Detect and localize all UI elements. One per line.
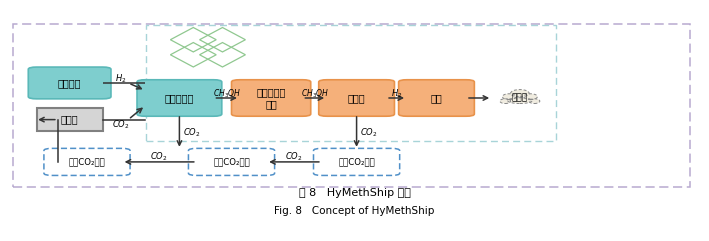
Text: 电甲醇生产: 电甲醇生产	[164, 93, 194, 103]
Ellipse shape	[510, 90, 529, 97]
Ellipse shape	[503, 94, 516, 100]
Text: 碳捕集: 碳捕集	[61, 115, 79, 125]
Ellipse shape	[500, 99, 510, 104]
Ellipse shape	[529, 99, 540, 104]
Ellipse shape	[508, 98, 532, 104]
Text: 图 8   HyMethShip 概念: 图 8 HyMethShip 概念	[298, 188, 411, 198]
Text: $H_2$: $H_2$	[115, 72, 126, 85]
FancyBboxPatch shape	[44, 148, 130, 175]
Text: $CO_2$: $CO_2$	[285, 151, 303, 163]
Text: $CO_2$: $CO_2$	[183, 126, 201, 139]
Text: 重整器: 重整器	[348, 93, 365, 103]
Text: 推进力: 推进力	[512, 94, 528, 102]
Text: $CO_2$: $CO_2$	[112, 118, 129, 131]
FancyBboxPatch shape	[232, 80, 311, 116]
Text: 港口CO₂存储: 港口CO₂存储	[69, 157, 106, 166]
Text: 电解制氢: 电解制氢	[58, 78, 82, 88]
FancyBboxPatch shape	[313, 148, 400, 175]
Text: 港口CO₂卸载: 港口CO₂卸载	[213, 157, 250, 166]
FancyBboxPatch shape	[319, 80, 394, 116]
Text: $CH_3OH$: $CH_3OH$	[301, 87, 329, 100]
Text: $H_2$: $H_2$	[391, 87, 402, 100]
Text: $CO_2$: $CO_2$	[360, 126, 378, 139]
FancyBboxPatch shape	[28, 67, 111, 99]
FancyBboxPatch shape	[137, 80, 222, 116]
Text: $CH_3OH$: $CH_3OH$	[213, 87, 241, 100]
Text: Fig. 8   Concept of HyMethShip: Fig. 8 Concept of HyMethShip	[274, 207, 435, 216]
Text: $CO_2$: $CO_2$	[150, 151, 168, 163]
FancyBboxPatch shape	[37, 108, 103, 131]
Text: 船上电甲醇
存储: 船上电甲醇 存储	[257, 87, 286, 109]
Text: 船上CO₂存储: 船上CO₂存储	[338, 157, 375, 166]
FancyBboxPatch shape	[189, 148, 274, 175]
FancyBboxPatch shape	[398, 80, 474, 116]
Text: 主机: 主机	[430, 93, 442, 103]
Ellipse shape	[524, 94, 537, 100]
